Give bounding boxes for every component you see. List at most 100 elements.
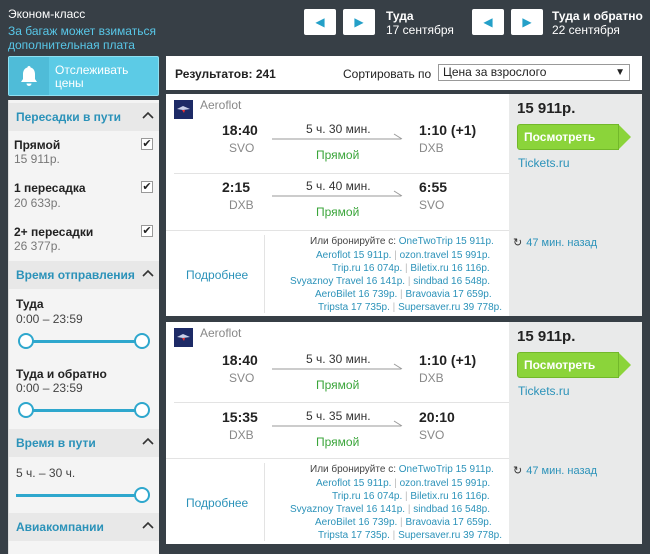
booking-row: Svyaznoy Travel 16 141р. | sindbad 16 54… <box>290 276 490 287</box>
departure-return-slider-min-handle[interactable] <box>18 402 34 418</box>
departure-filter-header[interactable]: Время отправления <box>9 261 159 289</box>
baggage-fee-link[interactable]: За багаж может взиматься дополнительная … <box>8 24 156 52</box>
track-prices-button[interactable]: Отслеживать цены <box>8 56 159 96</box>
view-button[interactable]: Посмотреть <box>517 124 631 150</box>
return-segment: 15:35 DXB 5 ч. 35 мин. Прямой 20:10 SVO <box>166 409 509 466</box>
booking-link[interactable]: Tripsta 17 735р. <box>318 530 390 541</box>
checkmark-icon: ✔ <box>142 225 152 237</box>
triangle-left-icon: ◀ <box>315 15 325 29</box>
booking-link[interactable]: Trip.ru 16 074р. <box>332 491 403 502</box>
travel-time-slider-handle[interactable] <box>134 487 150 503</box>
departure-airport: DXB <box>229 198 254 212</box>
booking-link[interactable]: OneTwoTrip 15 911р. <box>398 464 494 475</box>
arrow-right-icon <box>272 420 403 427</box>
booking-link[interactable]: AeroBilet 16 739р. <box>315 289 398 300</box>
details-link[interactable]: Подробнее <box>186 268 249 282</box>
booking-link[interactable]: Bravoavia 17 659р. <box>405 289 492 300</box>
booking-link[interactable]: ozon.travel 15 991р. <box>399 478 491 489</box>
stops-one-checkbox[interactable]: ✔ <box>141 181 153 193</box>
result-card: Aeroflot 18:40 SVO 5 ч. 30 мин. Прямой 1… <box>166 94 642 316</box>
book-with-title: Или бронируйте с: OneTwoTrip 15 911р. <box>310 236 494 247</box>
details-link[interactable]: Подробнее <box>186 496 249 510</box>
sort-select-value: Цена за взрослого <box>443 65 547 79</box>
agency-link[interactable]: Tickets.ru <box>518 156 570 170</box>
stops-two-plus-checkbox[interactable]: ✔ <box>141 225 153 237</box>
booking-link[interactable]: sindbad 16 548р. <box>413 504 490 515</box>
arrival-airport: DXB <box>419 141 444 155</box>
stops-option-one-price: 20 633р. <box>14 196 61 210</box>
sort-select[interactable]: Цена за взрослого ▼ <box>438 64 630 81</box>
checkmark-icon: ✔ <box>142 138 152 150</box>
departure-outbound-slider-max-handle[interactable] <box>134 333 150 349</box>
agency-link[interactable]: Tickets.ru <box>518 384 570 398</box>
booking-link[interactable]: Aeroflot 15 911р. <box>316 478 392 489</box>
stops-filter-title: Пересадки в пути <box>16 110 122 124</box>
booking-link[interactable]: Biletix.ru 16 116р. <box>410 491 490 502</box>
departure-return-slider-track[interactable] <box>26 409 142 412</box>
stops-direct-checkbox[interactable]: ✔ <box>141 138 153 150</box>
triangle-left-icon: ◀ <box>483 15 493 29</box>
refresh-icon: ↻ <box>513 237 523 249</box>
triangle-right-icon: ▶ <box>354 15 364 29</box>
book-with-label: Или бронируйте с: <box>310 464 396 475</box>
booking-row: Svyaznoy Travel 16 141р. | sindbad 16 54… <box>290 504 490 515</box>
view-button[interactable]: Посмотреть <box>517 352 631 378</box>
booking-link[interactable]: Supersaver.ru 39 778р. <box>398 530 503 541</box>
departure-return-range: 0:00 – 23:59 <box>16 381 83 395</box>
refresh-icon: ↻ <box>513 465 523 477</box>
arrow-right-icon <box>272 133 403 140</box>
booking-link[interactable]: Trip.ru 16 074р. <box>332 263 403 274</box>
booking-link[interactable]: ozon.travel 15 991р. <box>399 250 491 261</box>
booking-link[interactable]: Svyaznoy Travel 16 141р. <box>290 504 406 515</box>
return-prev-date-button[interactable]: ◀ <box>472 9 504 35</box>
return-date: 22 сентября <box>552 23 620 37</box>
stops-option-two-plus-price: 26 377р. <box>14 239 61 253</box>
booking-link[interactable]: OneTwoTrip 15 911р. <box>398 236 494 247</box>
booking-row: Trip.ru 16 074р. | Biletix.ru 16 116р. <box>332 263 490 274</box>
departure-outbound-range: 0:00 – 23:59 <box>16 312 83 326</box>
price-panel: 15 911р. Посмотреть Tickets.ru ↻ 47 мин.… <box>509 94 642 316</box>
caret-down-icon: ▼ <box>615 67 625 78</box>
departure-outbound-slider-track[interactable] <box>26 340 142 343</box>
cabin-class-label: Эконом-класс <box>8 7 86 21</box>
aeroflot-logo-icon <box>174 100 193 119</box>
booking-link[interactable]: Svyaznoy Travel 16 141р. <box>290 276 406 287</box>
travel-time-slider-track[interactable] <box>16 494 142 497</box>
triangle-right-icon: ▶ <box>522 15 532 29</box>
departure-outbound-label: Туда <box>16 297 44 311</box>
departure-return-slider-max-handle[interactable] <box>134 402 150 418</box>
departure-airport: DXB <box>229 428 254 442</box>
updated-info: ↻ 47 мин. назад <box>513 464 597 478</box>
segment-divider <box>174 402 509 403</box>
outbound-date: 17 сентября <box>386 23 454 37</box>
booking-link[interactable]: Bravoavia 17 659р. <box>405 517 492 528</box>
booking-link[interactable]: Biletix.ru 16 116р. <box>410 263 490 274</box>
price-panel: 15 911р. Посмотреть Tickets.ru ↻ 47 мин.… <box>509 322 642 544</box>
outbound-date-title: Туда <box>386 9 414 23</box>
booking-row: AeroBilet 16 739р. | Bravoavia 17 659р. <box>315 517 492 528</box>
arrival-time: 1:10 (+1) <box>419 122 477 138</box>
details-separator <box>264 235 265 313</box>
booking-link[interactable]: Tripsta 17 735р. <box>318 302 390 313</box>
departure-time: 15:35 <box>222 409 258 425</box>
bell-icon <box>9 57 49 95</box>
booking-link[interactable]: sindbad 16 548р. <box>413 276 490 287</box>
chevron-up-icon <box>142 269 154 277</box>
updated-info: ↻ 47 мин. назад <box>513 236 597 250</box>
booking-link[interactable]: Supersaver.ru 39 778р. <box>398 302 503 313</box>
travel-time-filter-title: Время в пути <box>16 436 96 450</box>
outbound-next-date-button[interactable]: ▶ <box>343 9 375 35</box>
stops-filter-header[interactable]: Пересадки в пути <box>9 103 159 131</box>
booking-link[interactable]: Aeroflot 15 911р. <box>316 250 392 261</box>
arrival-airport: SVO <box>419 428 445 442</box>
outbound-prev-date-button[interactable]: ◀ <box>304 9 336 35</box>
return-next-date-button[interactable]: ▶ <box>511 9 543 35</box>
return-segment: 2:15 DXB 5 ч. 40 мин. Прямой 6:55 SVO <box>166 179 509 236</box>
departure-time: 18:40 <box>222 352 258 368</box>
airlines-filter-header[interactable]: Авиакомпании <box>9 513 159 541</box>
flight-duration: 5 ч. 30 мин. <box>306 122 371 136</box>
departure-outbound-slider-min-handle[interactable] <box>18 333 34 349</box>
booking-link[interactable]: AeroBilet 16 739р. <box>315 517 398 528</box>
travel-time-filter-header[interactable]: Время в пути <box>9 429 159 457</box>
sort-label: Сортировать по <box>343 67 432 81</box>
